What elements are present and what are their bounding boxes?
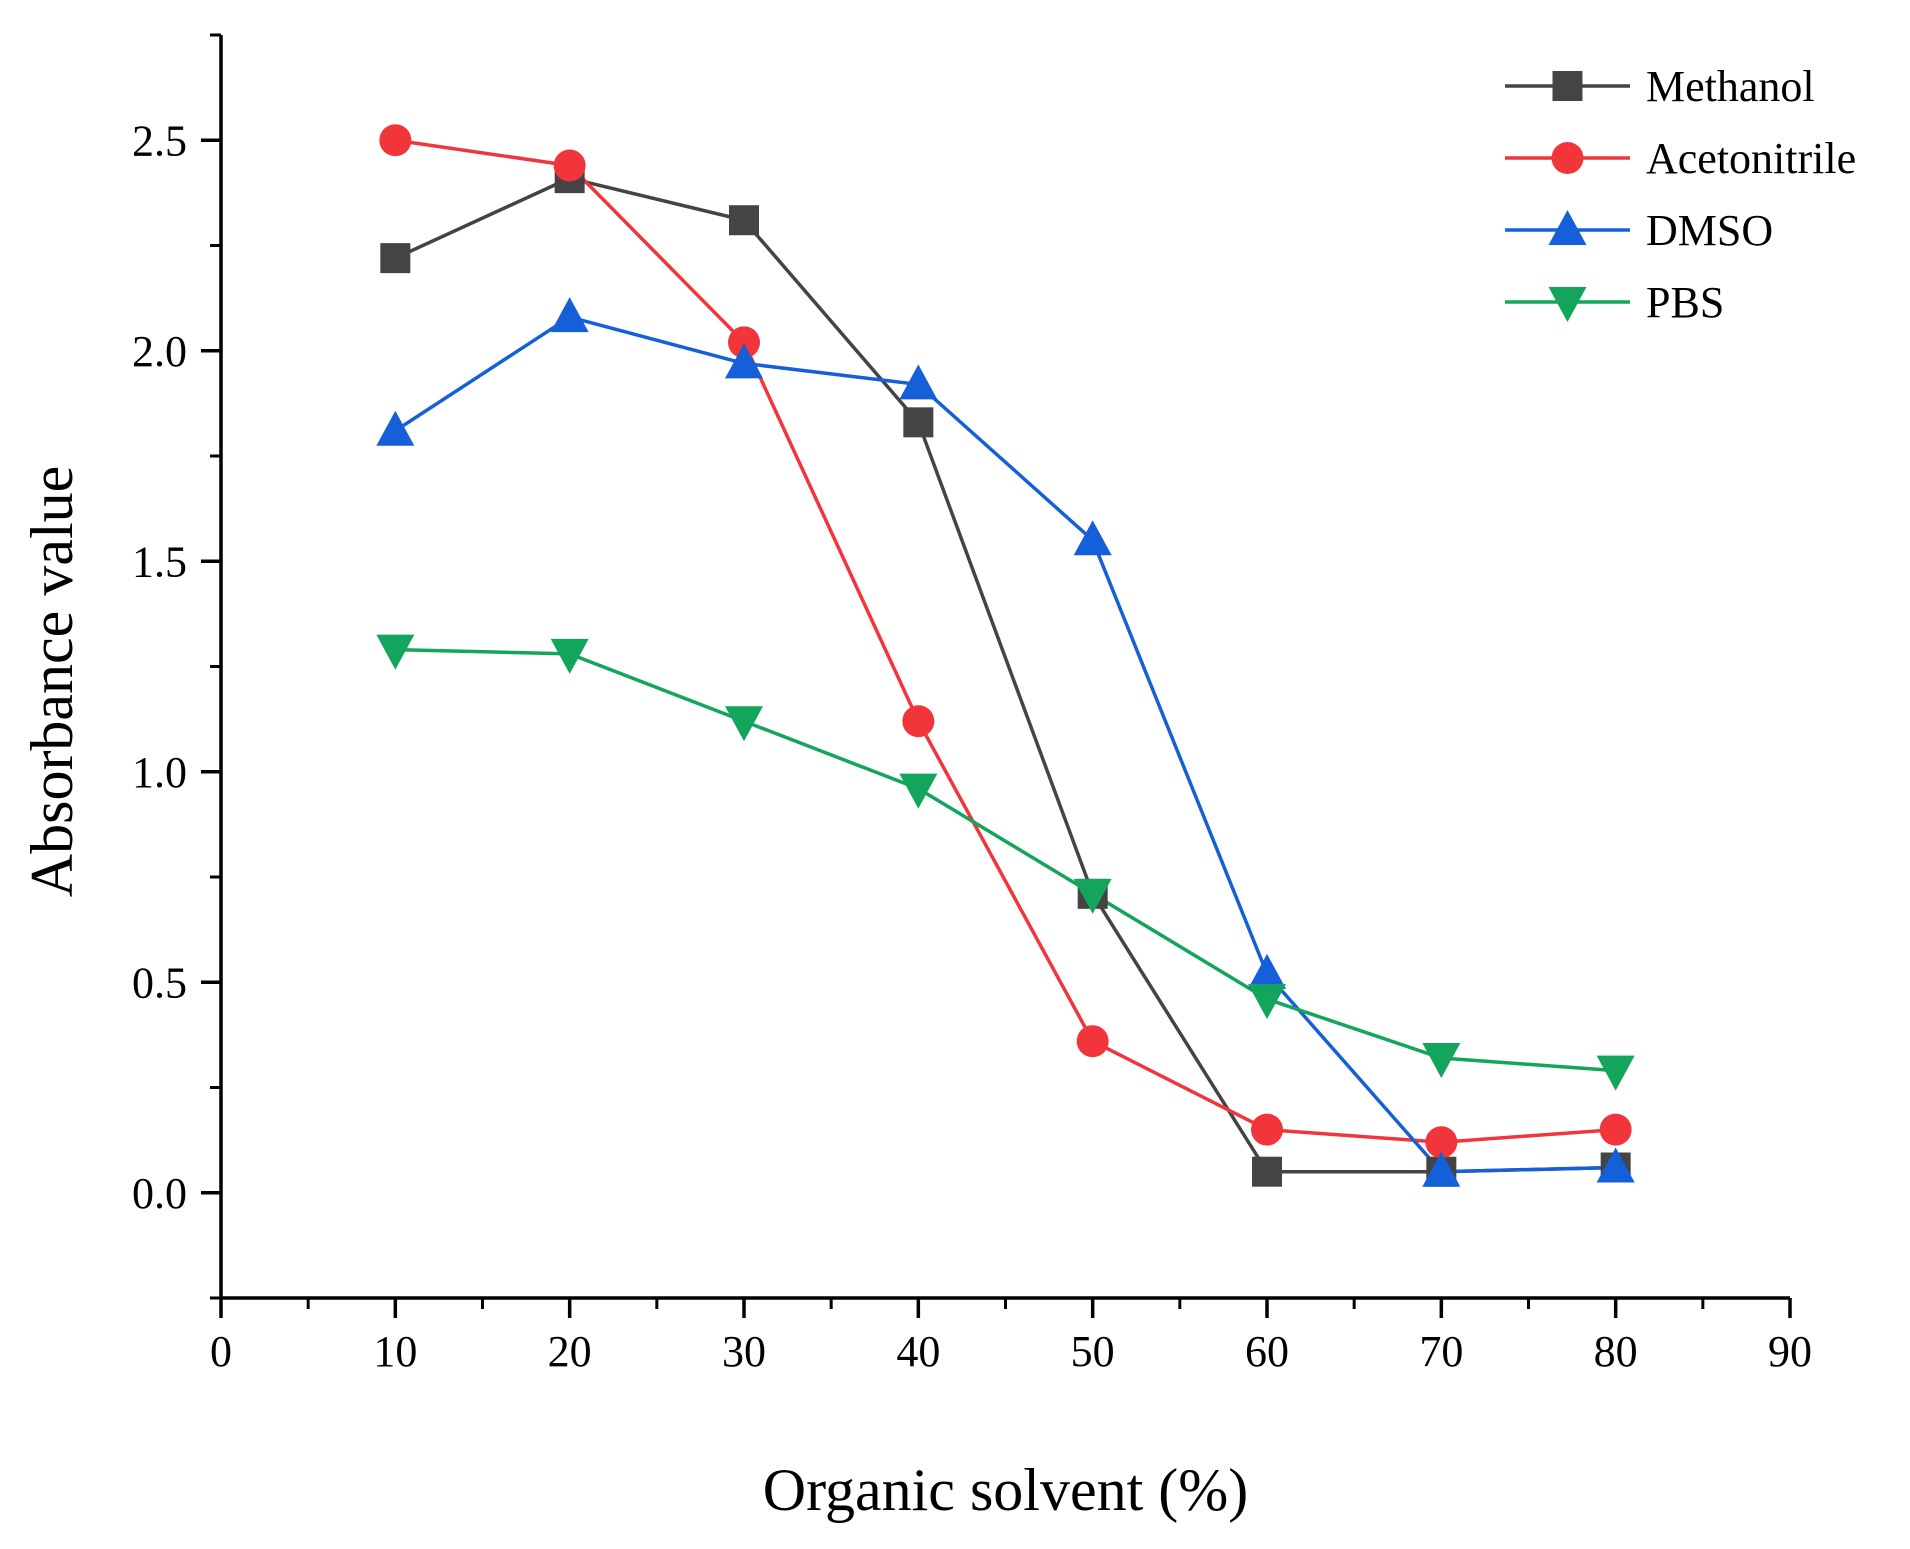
data-point-acetonitrile — [1076, 1025, 1109, 1058]
legend-marker-pbs — [1548, 287, 1587, 322]
axes-layer: 0 10 20 30 40 50 60 70 80 90 0.0 0.5 1.0 1.5 2.0 2.5 — [132, 33, 1812, 1376]
data-point-dmso — [725, 343, 763, 379]
data-point-methanol — [729, 205, 759, 236]
x-tick-label: 30 — [722, 1327, 766, 1376]
series-line-pbs — [395, 647, 1616, 1073]
data-point-acetonitrile — [1251, 1113, 1283, 1146]
data-point-acetonitrile — [553, 149, 586, 182]
x-tick-label: 40 — [896, 1327, 940, 1376]
data-point-dmso — [1073, 520, 1112, 556]
x-tick-label: 20 — [548, 1327, 592, 1376]
data-point-dmso — [1248, 953, 1286, 989]
x-tick-label: 70 — [1419, 1327, 1463, 1376]
data-point-dmso — [550, 297, 589, 333]
x-tick-label: 80 — [1594, 1327, 1638, 1376]
data-point-dmso — [899, 364, 938, 400]
x-tick-label: 0 — [210, 1327, 232, 1376]
data-point-acetonitrile — [1425, 1126, 1458, 1159]
legend-marker-methanol — [1552, 71, 1583, 101]
data-point-pbs — [1422, 1043, 1461, 1079]
x-tick-label: 90 — [1768, 1327, 1812, 1376]
y-axis-title: Absorbance value — [19, 466, 85, 897]
data-point-pbs — [550, 638, 589, 674]
y-tick-label: 2.5 — [132, 116, 187, 165]
series-line-dmso — [394, 315, 1616, 1174]
legend-label-acetonitrile: Acetonitrile — [1646, 134, 1856, 183]
x-tick-label: 60 — [1245, 1327, 1289, 1376]
series-line-methanol — [394, 176, 1616, 1174]
legend-label-dmso: DMSO — [1646, 206, 1773, 255]
x-tick-label: 10 — [373, 1327, 417, 1376]
data-point-methanol — [1252, 1156, 1282, 1187]
data-point-acetonitrile — [379, 124, 412, 157]
y-tick-label: 2.0 — [132, 327, 187, 376]
x-tick-label: 50 — [1071, 1327, 1115, 1376]
legend-label-pbs: PBS — [1646, 278, 1724, 327]
legend: Methanol Acetonitrile DMSO PBS — [1505, 62, 1856, 327]
data-point-methanol — [903, 407, 934, 438]
data-point-dmso — [1422, 1151, 1461, 1187]
data-point-pbs — [899, 773, 938, 809]
data-point-acetonitrile — [1599, 1113, 1632, 1146]
data-point-pbs — [1596, 1055, 1635, 1091]
y-tick-label: 0.5 — [132, 958, 187, 1007]
data-point-pbs — [376, 634, 415, 670]
legend-marker-dmso — [1548, 210, 1587, 245]
series-layer — [376, 124, 1635, 1187]
legend-marker-acetonitrile — [1551, 142, 1584, 174]
y-tick-label: 1.0 — [132, 748, 187, 797]
data-point-pbs — [1248, 984, 1286, 1020]
data-point-pbs — [1073, 878, 1112, 914]
data-point-pbs — [725, 706, 763, 742]
legend-label-methanol: Methanol — [1646, 62, 1815, 111]
data-point-dmso — [376, 410, 415, 446]
y-tick-label: 0.0 — [132, 1169, 187, 1218]
y-tick-label: 1.5 — [132, 537, 187, 586]
data-point-acetonitrile — [728, 326, 760, 359]
x-axis-title: Organic solvent (%) — [763, 1457, 1248, 1523]
data-point-dmso — [1596, 1147, 1635, 1183]
data-point-methanol — [380, 243, 411, 274]
data-point-acetonitrile — [902, 705, 935, 738]
